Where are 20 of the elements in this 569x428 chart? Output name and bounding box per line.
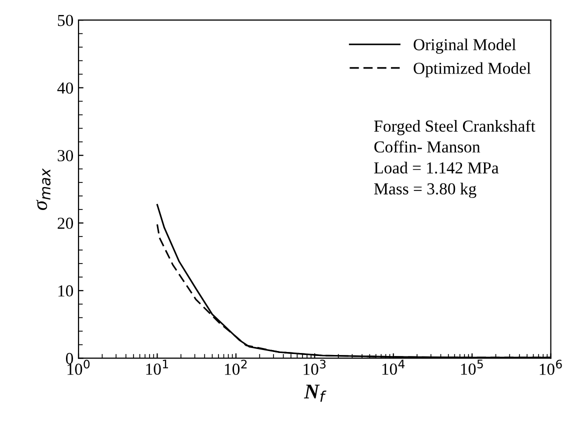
y-tick-label: 10 bbox=[58, 285, 74, 297]
x-axis-title: N$_{f}$ bbox=[304, 384, 326, 402]
y-tick-label: 40 bbox=[57, 82, 74, 94]
legend-label: Optimized Model bbox=[414, 62, 531, 78]
x-tick-label: 10$^{4}$ bbox=[382, 360, 405, 375]
x-tick-label: 10$^{6}$ bbox=[540, 360, 562, 375]
y-tick-label: 20 bbox=[58, 218, 74, 229]
x-tick-label: 10$^{2}$ bbox=[224, 360, 247, 375]
legend-label: Original Model bbox=[414, 38, 516, 54]
y-tick-label: 0 bbox=[66, 352, 74, 364]
annotation: Mass = 3.80 kg bbox=[374, 182, 476, 198]
x-tick-label: 10$^{5}$ bbox=[461, 360, 483, 375]
y-tick-label: 50 bbox=[58, 14, 74, 26]
annotation: Coffin- Manson bbox=[374, 140, 480, 153]
x-tick-label: 10$^{3}$ bbox=[304, 360, 326, 375]
y-tick-label: 30 bbox=[58, 150, 74, 162]
x-tick-label: 10$^{1}$ bbox=[146, 360, 168, 375]
y-axis-title: σ$_{max}$ bbox=[36, 168, 51, 210]
annotation: Load = 1.142 MPa bbox=[374, 162, 499, 174]
annotation: Forged Steel Crankshaft bbox=[374, 120, 536, 136]
